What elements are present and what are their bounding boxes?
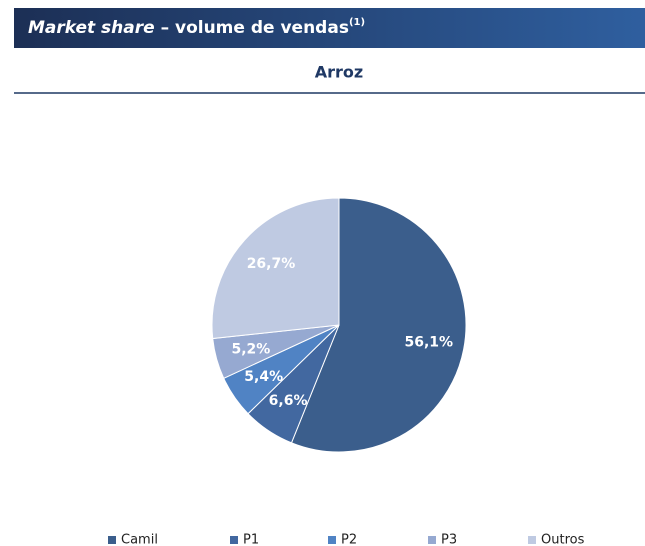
data-label: 6,6% — [269, 393, 308, 409]
data-label: 56,1% — [404, 334, 453, 350]
subtitle: Arroz — [315, 63, 363, 82]
legend-label: Outros — [541, 533, 585, 546]
legend-swatch — [108, 536, 116, 544]
legend-swatch — [230, 536, 238, 544]
data-label: 26,7% — [247, 256, 296, 272]
title-superscript: (1) — [349, 17, 365, 28]
legend-swatch — [528, 536, 536, 544]
legend-label: P2 — [341, 533, 357, 546]
title-text: – volume de vendas — [161, 18, 349, 38]
title-italic: Market share — [28, 18, 155, 38]
legend-swatch — [428, 536, 436, 544]
legend-label: Camil — [121, 533, 158, 546]
pie-slice — [211, 197, 340, 340]
legend-label: P3 — [441, 533, 457, 546]
header-title: Market share – volume de vendas(1) — [28, 17, 365, 38]
data-label: 5,2% — [231, 341, 270, 357]
legend-label: P1 — [243, 533, 259, 546]
header-bar — [14, 8, 645, 48]
data-label: 5,4% — [244, 369, 283, 385]
legend-swatch — [328, 536, 336, 544]
pie-slice — [290, 197, 467, 453]
